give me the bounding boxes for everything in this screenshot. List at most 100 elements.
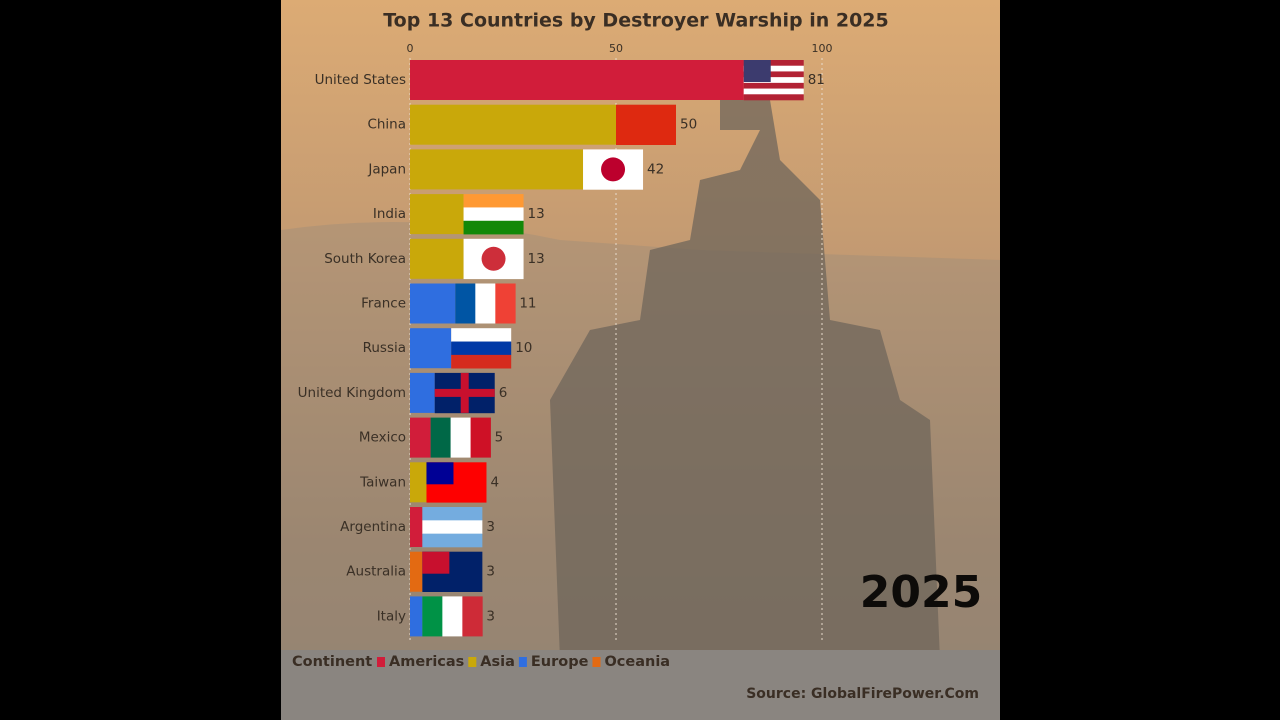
x-tick-label: 0	[407, 42, 414, 55]
bar	[410, 417, 431, 458]
data-label: 13	[528, 206, 545, 222]
data-label: 42	[647, 161, 664, 177]
bar	[410, 149, 584, 190]
flag-canton	[743, 60, 771, 82]
flag	[583, 149, 644, 190]
sea	[281, 650, 1000, 720]
flag-stripe	[455, 283, 476, 324]
flag-stripe	[430, 417, 451, 458]
flag-stripe	[442, 596, 463, 637]
legend-title: Continent	[292, 654, 372, 670]
legend: Continent Americas Asia Europe Oceania	[292, 654, 670, 670]
flag-stripe	[743, 94, 804, 101]
y-tick-label: United Kingdom	[298, 385, 406, 401]
bar	[410, 372, 435, 413]
flag-stripe	[422, 596, 443, 637]
flag-stripe	[743, 60, 804, 67]
flag-stripe	[463, 220, 524, 235]
y-tick-label: India	[373, 206, 406, 222]
flag-stripe	[463, 207, 524, 222]
y-tick-label: Taiwan	[359, 474, 406, 490]
bar	[410, 104, 616, 145]
data-label: 4	[490, 474, 499, 490]
legend-label: Asia	[480, 654, 515, 670]
flag-cross	[434, 388, 495, 397]
legend-label: Americas	[389, 654, 464, 670]
year-label: 2025	[860, 567, 982, 618]
y-tick-label: Mexico	[359, 430, 406, 446]
y-tick-label: Japan	[367, 161, 406, 177]
flag-stripe	[451, 328, 512, 342]
data-label: 10	[515, 340, 532, 356]
data-label: 5	[495, 430, 504, 446]
flag-stripe	[422, 533, 483, 548]
data-label: 50	[680, 117, 697, 133]
y-tick-label: United States	[315, 72, 406, 88]
bar	[410, 238, 464, 279]
flag-stripe	[616, 104, 676, 145]
ship-silhouette	[550, 100, 940, 660]
flag-canton	[426, 462, 454, 485]
flag	[743, 60, 804, 101]
flag	[451, 328, 512, 369]
flag	[463, 238, 524, 280]
flag-stripe	[462, 596, 483, 637]
source: Source: GlobalFirePower.Com	[746, 686, 979, 702]
y-tick-label: Australia	[346, 564, 406, 580]
data-label: 6	[499, 385, 508, 401]
flag	[422, 596, 483, 637]
y-tick-label: Italy	[377, 608, 406, 624]
flag	[455, 283, 516, 324]
bar	[410, 60, 744, 100]
chart-title: Top 13 Countries by Destroyer Warship in…	[383, 10, 889, 32]
legend-swatch	[468, 657, 477, 667]
y-tick-label: France	[361, 296, 406, 312]
flag-stripe	[743, 88, 804, 95]
flag-stripe	[470, 417, 491, 458]
flag	[463, 194, 524, 235]
x-tick-label: 50	[609, 42, 623, 55]
flag-stripe	[450, 417, 471, 458]
flag	[426, 462, 487, 503]
y-tick-label: China	[367, 117, 406, 133]
x-tick-label: 100	[812, 42, 833, 55]
flag	[434, 372, 495, 414]
y-tick-label: Argentina	[340, 519, 406, 535]
data-label: 81	[808, 72, 825, 88]
bar	[410, 194, 464, 235]
legend-label: Oceania	[604, 654, 670, 670]
legend-swatch	[592, 657, 601, 667]
bar	[410, 596, 423, 637]
flag-stripe	[743, 65, 804, 72]
flag-stripe	[743, 71, 804, 78]
flag-stripe	[743, 82, 804, 89]
data-label: 13	[528, 251, 545, 267]
flag-stripe	[463, 194, 524, 208]
flag-canton	[422, 551, 450, 574]
y-tick-label: South Korea	[324, 251, 406, 267]
flag	[422, 507, 483, 548]
flag-stripe	[451, 354, 512, 369]
flag-stripe	[475, 283, 496, 324]
flag-emblem	[481, 246, 506, 271]
flag-stripe	[495, 283, 516, 324]
bar	[410, 507, 423, 547]
y-tick-label: Russia	[363, 340, 406, 356]
flag-stripe	[422, 520, 483, 534]
flag	[616, 104, 676, 145]
flag-stripe	[743, 77, 804, 84]
data-label: 11	[519, 296, 536, 312]
bar	[410, 462, 427, 503]
flag-emblem	[601, 157, 626, 182]
flag-stripe	[422, 507, 483, 521]
data-label: 3	[486, 564, 495, 580]
bar	[410, 551, 423, 592]
legend-swatch	[518, 657, 527, 667]
legend-swatch	[377, 657, 385, 667]
legend-label: Europe	[531, 654, 589, 670]
flag	[430, 417, 491, 458]
bar	[410, 283, 456, 324]
data-label: 3	[486, 608, 495, 624]
